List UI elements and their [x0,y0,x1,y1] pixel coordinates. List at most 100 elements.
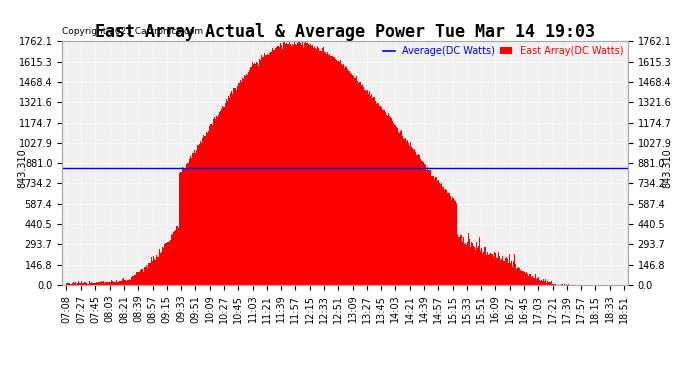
Bar [448,193,449,285]
Bar [129,279,130,285]
Bar [264,53,265,285]
Bar [461,231,462,285]
Bar [307,43,308,285]
Bar [186,164,187,285]
Bar [443,187,444,285]
Bar [414,149,415,285]
Bar [90,284,91,285]
Bar [196,150,197,285]
Bar [258,66,259,285]
Bar [291,46,292,285]
Bar [340,60,341,285]
Bar [385,112,386,285]
Bar [313,47,315,285]
Bar [515,264,516,285]
Bar [397,128,398,285]
Bar [239,82,241,285]
Bar [199,144,200,285]
Bar [553,284,554,285]
Bar [289,41,290,285]
Bar [220,111,221,285]
Bar [425,165,426,285]
Bar [162,247,163,285]
Bar [103,281,104,285]
Bar [271,52,273,285]
Bar [375,101,377,285]
Bar [460,235,461,285]
Bar [406,141,407,285]
Bar [401,130,402,285]
Bar [328,57,330,285]
Bar [160,253,161,285]
Bar [508,258,509,285]
Bar [352,75,353,285]
Bar [514,254,515,285]
Bar [512,267,513,285]
Bar [137,272,138,285]
Bar [412,148,413,285]
Bar [494,252,495,285]
Bar [281,45,282,285]
Bar [249,70,250,285]
Bar [498,252,499,285]
Bar [302,42,304,285]
Bar [104,283,105,285]
Bar [218,115,219,285]
Bar [111,280,112,285]
Bar [366,91,367,285]
Bar [236,90,237,285]
Bar [334,57,335,285]
Bar [248,72,249,285]
Bar [300,44,301,285]
Bar [107,282,108,285]
Bar [181,170,182,285]
Bar [424,164,425,285]
Bar [319,51,320,285]
Bar [118,282,119,285]
Bar [386,116,388,285]
Bar [372,98,373,285]
Bar [338,61,339,285]
Bar [333,57,334,285]
Bar [261,56,262,285]
Bar [464,226,465,285]
Bar [292,44,293,285]
Bar [70,284,71,285]
Bar [97,282,98,285]
Bar [325,52,326,285]
Bar [77,283,79,285]
Bar [416,155,417,285]
Bar [347,69,348,285]
Bar [119,281,120,285]
Bar [99,282,100,285]
Bar [207,132,208,285]
Bar [136,276,137,285]
Bar [465,243,466,285]
Bar [233,87,234,285]
Title: East Array Actual & Average Power Tue Mar 14 19:03: East Array Actual & Average Power Tue Ma… [95,23,595,41]
Bar [484,248,485,285]
Bar [66,283,67,285]
Bar [533,278,534,285]
Bar [159,249,160,285]
Bar [447,193,448,285]
Bar [228,99,229,285]
Bar [119,282,121,285]
Bar [505,258,506,285]
Bar [259,58,260,285]
Bar [143,273,144,285]
Bar [211,124,212,285]
Bar [327,53,328,285]
Bar [98,282,99,285]
Bar [462,242,463,285]
Bar [388,113,389,285]
Bar [190,156,191,285]
Bar [529,274,530,285]
Bar [419,157,420,285]
Bar [343,64,344,285]
Legend: Average(DC Watts), East Array(DC Watts): Average(DC Watts), East Array(DC Watts) [383,46,623,56]
Bar [157,256,158,285]
Bar [381,106,382,285]
Bar [373,97,374,285]
Bar [187,163,188,285]
